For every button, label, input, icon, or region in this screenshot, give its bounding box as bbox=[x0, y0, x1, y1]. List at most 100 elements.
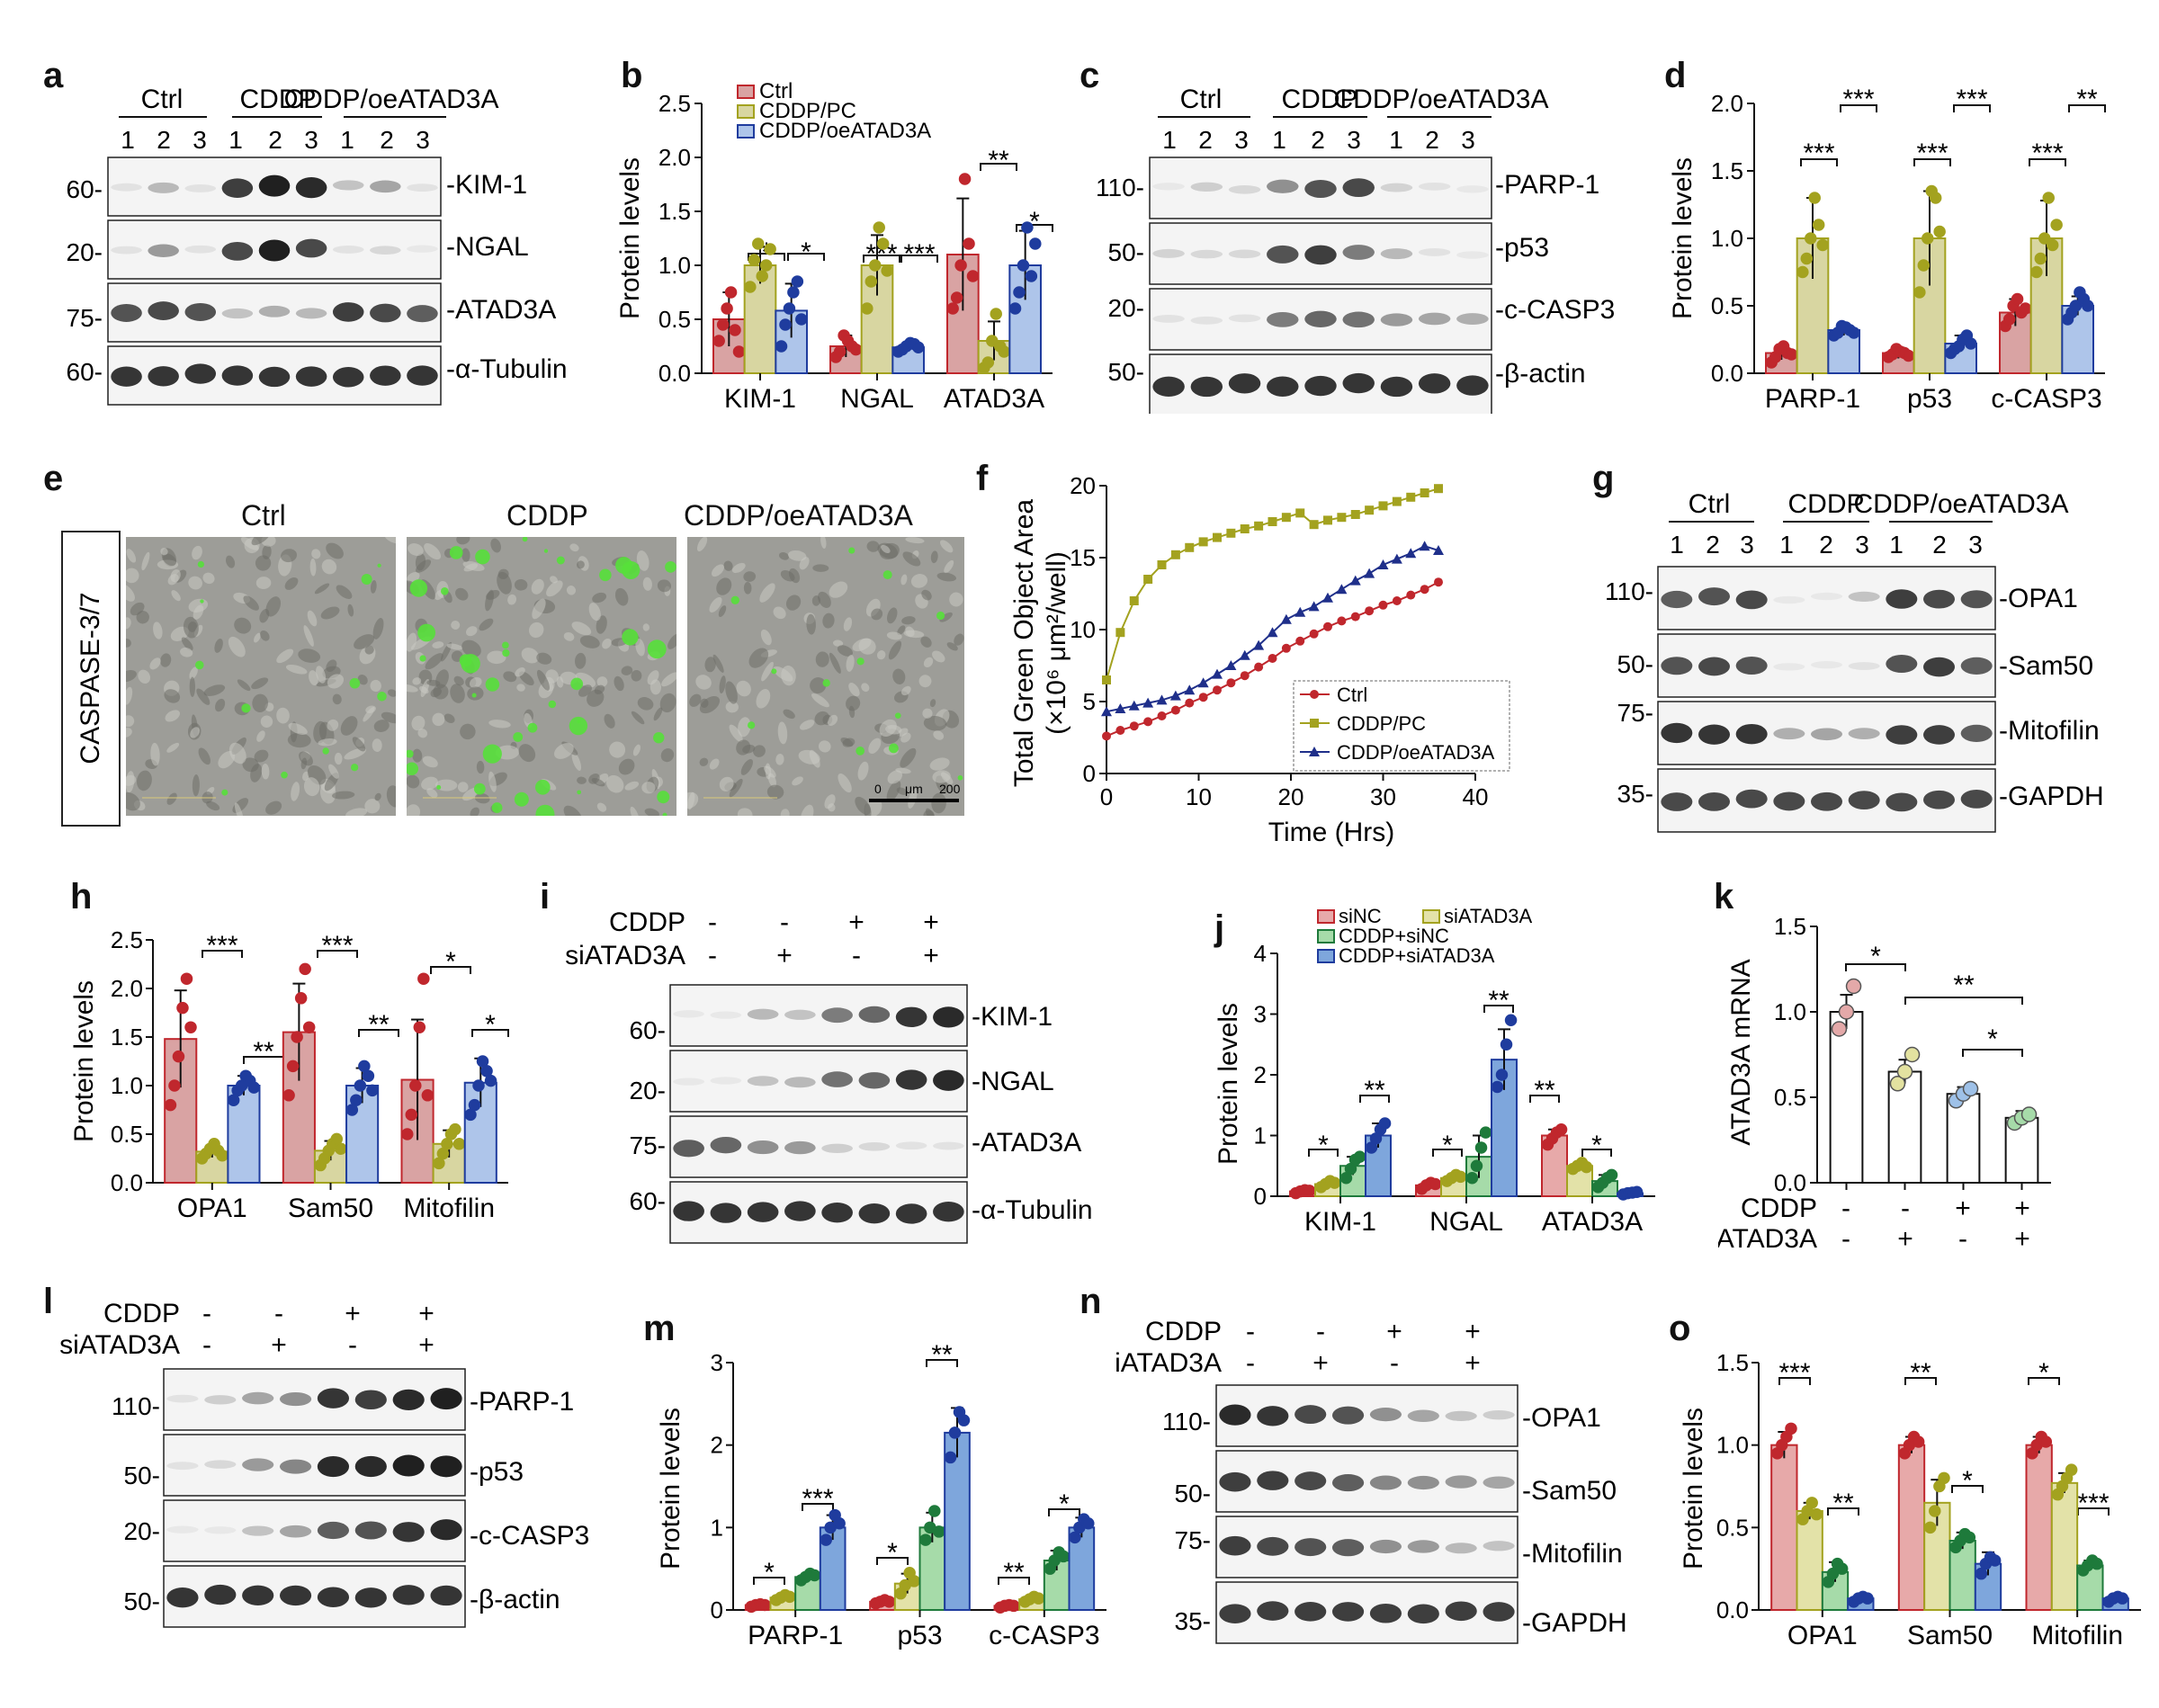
data-point bbox=[908, 1575, 920, 1587]
data-point bbox=[1391, 553, 1402, 564]
data-point bbox=[472, 1079, 485, 1092]
bar bbox=[1946, 1093, 1981, 1184]
band bbox=[1190, 316, 1223, 325]
green-signal bbox=[599, 568, 612, 582]
green-signal bbox=[894, 712, 901, 720]
band bbox=[1698, 791, 1730, 811]
data-point bbox=[1170, 705, 1180, 715]
band bbox=[332, 246, 364, 254]
data-point bbox=[954, 259, 967, 272]
svg-text:2: 2 bbox=[268, 126, 282, 154]
panel-k-bar-chart: ATAD3A mRNA 0.0 0.5 1.0 1.5 CDDP siATAD3… bbox=[1718, 913, 2051, 1254]
data-point bbox=[946, 302, 959, 315]
mw-markers: 110- 50- 75- 35- bbox=[1605, 577, 1653, 808]
band bbox=[1219, 1471, 1251, 1492]
cddp-signs: - - + + bbox=[708, 908, 939, 937]
svg-text:Ctrl: Ctrl bbox=[759, 79, 793, 103]
band bbox=[1418, 182, 1451, 191]
green-signal bbox=[856, 747, 865, 756]
band bbox=[221, 241, 254, 261]
panel-letter-n: n bbox=[1080, 1282, 1102, 1321]
data-point bbox=[1013, 286, 1026, 299]
data-point bbox=[409, 1079, 422, 1092]
green-signal bbox=[407, 762, 419, 775]
band bbox=[221, 365, 254, 386]
bar bbox=[2050, 1481, 2079, 1611]
green-signal bbox=[449, 546, 463, 559]
svg-text:0.5: 0.5 bbox=[658, 306, 691, 333]
data-point bbox=[1848, 326, 1860, 339]
green-signal bbox=[322, 747, 329, 755]
band bbox=[747, 1076, 779, 1087]
svg-text:10: 10 bbox=[1186, 783, 1212, 810]
caspase-row-label: CASPASE-3/7 bbox=[76, 592, 105, 764]
green-signal bbox=[522, 537, 528, 542]
green-signal bbox=[653, 732, 665, 744]
band-labels: -PARP-1 -p53 -c-CASP3 -β-actin bbox=[470, 1387, 589, 1614]
svg-text:2.5: 2.5 bbox=[658, 90, 691, 117]
band bbox=[747, 1008, 779, 1020]
data-point bbox=[1912, 1435, 1925, 1448]
data-point bbox=[1554, 1123, 1568, 1136]
green-signal bbox=[622, 629, 639, 646]
data-point bbox=[1378, 501, 1388, 511]
data-point bbox=[958, 173, 972, 185]
band bbox=[1848, 728, 1880, 740]
data-point bbox=[990, 308, 1002, 320]
band bbox=[184, 184, 217, 192]
data-point bbox=[184, 1021, 197, 1033]
svg-text:0.0: 0.0 bbox=[1774, 1169, 1806, 1196]
band bbox=[1331, 1602, 1365, 1622]
siatad3a-signs: - + - + bbox=[708, 941, 939, 970]
data-point bbox=[1630, 1185, 1644, 1199]
band bbox=[317, 1455, 350, 1478]
svg-text:-Mitofilin: -Mitofilin bbox=[1522, 1539, 1623, 1569]
band bbox=[1228, 373, 1261, 394]
data-point bbox=[1406, 492, 1416, 502]
svg-text:***: *** bbox=[206, 931, 237, 961]
data-point bbox=[1069, 1531, 1081, 1544]
green-signal bbox=[475, 549, 490, 565]
data-point bbox=[1309, 629, 1319, 639]
group-label-ctrl: Ctrl bbox=[1689, 489, 1731, 519]
svg-text:50-: 50- bbox=[124, 1587, 160, 1615]
data-point bbox=[791, 275, 804, 288]
svg-text:3: 3 bbox=[1254, 1001, 1267, 1028]
panel-letter-g: g bbox=[1592, 459, 1615, 498]
svg-text:*: * bbox=[887, 1538, 898, 1568]
data-point bbox=[1965, 337, 1977, 350]
siatad3a-signs: - + - + bbox=[1246, 1348, 1481, 1378]
band bbox=[1190, 249, 1223, 259]
panel-i-western-blot: CDDP siATAD3A - - + + - + - + 60- 20- 75… bbox=[565, 908, 1093, 1244]
data-point bbox=[2039, 1435, 2053, 1448]
data-point bbox=[354, 1079, 367, 1092]
svg-text:3: 3 bbox=[416, 126, 430, 154]
svg-text:1.5: 1.5 bbox=[1711, 157, 1743, 184]
panel-letter-e: e bbox=[43, 459, 64, 498]
data-point bbox=[1115, 628, 1125, 638]
band bbox=[317, 1587, 350, 1607]
data-point bbox=[1826, 1567, 1840, 1580]
svg-text:75-: 75- bbox=[1175, 1526, 1211, 1554]
svg-text:-c-CASP3: -c-CASP3 bbox=[470, 1521, 589, 1551]
band bbox=[148, 366, 179, 387]
category-label: ATAD3A bbox=[1542, 1207, 1643, 1237]
y-ticks: 0.0 0.5 1.0 1.5 bbox=[1716, 1349, 1749, 1623]
svg-text:3: 3 bbox=[193, 126, 207, 154]
band bbox=[673, 1078, 704, 1086]
band bbox=[242, 1525, 274, 1536]
data-point bbox=[1962, 1080, 1979, 1097]
svg-text:3: 3 bbox=[711, 1349, 723, 1376]
data-point bbox=[1309, 520, 1319, 530]
data-point bbox=[963, 237, 975, 250]
green-signal bbox=[241, 703, 251, 713]
svg-text:+: + bbox=[1386, 1317, 1402, 1346]
svg-text:35-: 35- bbox=[1175, 1607, 1211, 1635]
band bbox=[821, 1143, 853, 1153]
data-point bbox=[1295, 606, 1306, 617]
data-point bbox=[1157, 711, 1167, 720]
data-point bbox=[1378, 1117, 1392, 1130]
band bbox=[1267, 376, 1299, 397]
band bbox=[1811, 728, 1842, 741]
data-point bbox=[1268, 654, 1277, 663]
